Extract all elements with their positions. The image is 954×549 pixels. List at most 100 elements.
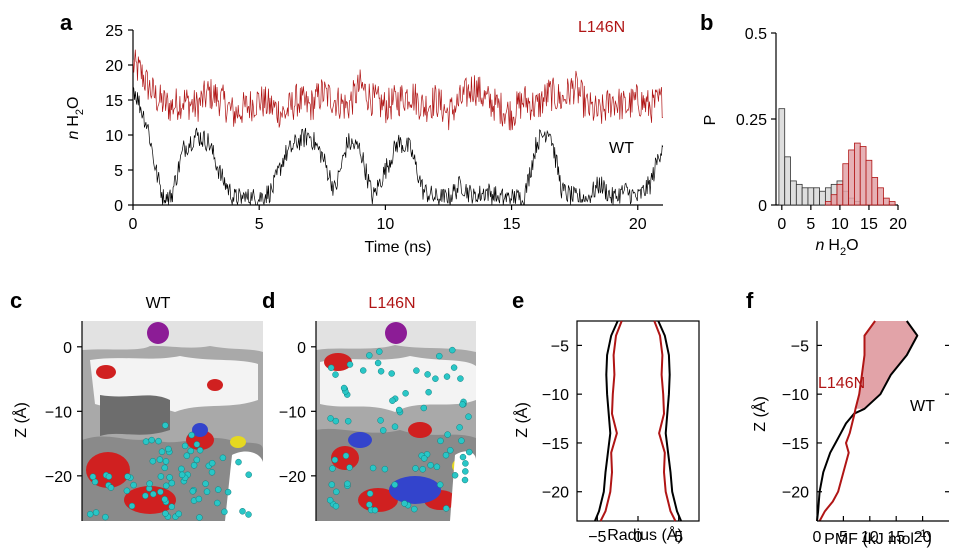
panel-d-water-dot — [462, 468, 469, 475]
panel-f-pmf-chart: 0 5 10 15 20 −5 −10 −15 −20 — [782, 320, 949, 546]
panel-d-water-dot — [379, 427, 387, 434]
panel-d-water-dot — [461, 476, 469, 484]
panel-b-l146n-bar — [877, 187, 884, 206]
panel-d-water-dot — [425, 388, 432, 396]
panel-c-water-dot — [157, 488, 164, 496]
panel-d-water-dot — [326, 496, 334, 504]
panel-d-water-dot — [344, 480, 351, 488]
panel-d-water-dot — [331, 456, 339, 464]
panel-d-water-dot — [427, 461, 434, 469]
panel-a-legend-l146n: L146N — [578, 19, 625, 36]
panel-c-water-dot — [162, 510, 169, 517]
panel-c-water-dot — [161, 464, 168, 472]
panel-a-series-l146n-line — [133, 49, 663, 131]
panel-c-water-dot — [183, 452, 191, 459]
panel-b-xtick-label: 0 — [777, 216, 786, 233]
panel-d-water-dot — [359, 367, 367, 374]
panel-d-water-dot — [436, 352, 443, 360]
panel-c-water-dot — [208, 459, 216, 467]
panel-a-xtick-label: 20 — [629, 216, 647, 233]
panel-f-xtick-label: 0 — [813, 529, 822, 546]
panel-d-water-dot — [466, 448, 473, 456]
panel-a-xtick-label: 0 — [129, 216, 138, 233]
panel-d-water-dot — [432, 375, 439, 382]
panel-b-ytick-label: 0.25 — [736, 112, 767, 129]
panel-e-wt-left-wall — [593, 320, 619, 522]
panel-d-water-dot — [333, 488, 340, 496]
panel-e-radius-chart: −5 0 5 −5 −10 −15 −20 — [542, 320, 700, 546]
panel-c-water-dot — [190, 462, 198, 469]
panel-c-water-dot — [239, 508, 246, 515]
panel-d-water-dot — [442, 451, 450, 459]
panel-e-l146n-left-wall — [599, 320, 623, 522]
panel-d-water-dot — [344, 417, 352, 425]
panel-e-ylabel: Z (Å) — [512, 402, 531, 438]
panel-b-l146n-bar — [848, 149, 855, 206]
panel-d-water-dot — [395, 406, 403, 414]
panel-c-water-dot — [148, 436, 155, 444]
panel-d-water-dot — [366, 501, 373, 508]
panel-d-label: d — [262, 288, 275, 313]
panel-c-water-dot — [166, 474, 173, 481]
panel-d-ion-ball — [385, 322, 407, 344]
panel-b-wt-bar — [819, 190, 826, 206]
panel-c-water-dot — [193, 456, 201, 464]
svg-text:nH2O: nH2O — [65, 96, 86, 139]
panel-d-water-dot — [450, 364, 458, 371]
panel-c-water-dot — [128, 502, 136, 510]
panel-f-legend-l146n: L146N — [818, 375, 865, 392]
panel-b-l146n-bar — [842, 163, 850, 206]
panel-c-wt-surface-image — [82, 321, 263, 521]
panel-d-water-dot — [381, 465, 389, 473]
panel-a-ylabel: nH2O — [65, 96, 86, 139]
panel-b-wt-bar — [778, 108, 786, 206]
panel-a-timeseries-chart: 0 5 10 15 20 0 5 10 15 20 25 — [105, 23, 663, 233]
panel-c-water-dot — [187, 447, 195, 455]
panel-c-water-dot — [124, 473, 131, 480]
panel-e-xlabel: Radius (Å) — [607, 525, 683, 544]
panel-c-water-dot — [193, 441, 201, 448]
panel-a-ytick-label: 15 — [105, 93, 123, 110]
panel-b-wt-bar — [813, 187, 820, 206]
panel-a-ytick-label: 25 — [105, 23, 123, 40]
panel-c-water-dot — [92, 509, 100, 516]
panel-b-l146n-bar — [865, 159, 873, 206]
panel-d-water-dot — [442, 505, 450, 512]
panel-c-water-dot — [107, 484, 115, 491]
panel-b-l146n-bar — [824, 201, 832, 206]
panel-b-l146n-bar — [830, 194, 838, 206]
panel-b-ylabel: P — [702, 115, 719, 126]
panel-d-water-dot — [451, 472, 459, 479]
panel-d-water-dot — [388, 370, 395, 377]
panel-d-water-dot — [456, 424, 463, 431]
panel-a-ytick-label: 10 — [105, 128, 123, 145]
panel-c-water-dot — [245, 471, 252, 478]
panel-d-water-dot — [340, 384, 348, 392]
panel-d-ytick-label: −20 — [279, 469, 306, 486]
panel-b-xlabel: n H2O — [815, 237, 858, 258]
panel-a-ytick-label: 20 — [105, 58, 123, 75]
panel-d-water-dot — [412, 465, 419, 472]
panel-c-water-dot — [202, 480, 209, 487]
panel-e-xtick-label: 5 — [674, 529, 683, 546]
panel-d-ytick-label: −10 — [279, 404, 306, 421]
panel-c-water-dot — [189, 488, 197, 495]
panel-b-xtick-label: 10 — [831, 216, 849, 233]
panel-d-water-dot — [374, 359, 382, 367]
panel-d-water-dot — [332, 371, 339, 378]
panel-d-water-dot — [376, 348, 383, 355]
panel-f-wt-line — [816, 320, 919, 522]
panel-c-water-dot — [224, 488, 232, 496]
panel-b-l146n-bar — [888, 201, 896, 206]
panel-f-label: f — [746, 288, 754, 313]
panel-a-ytick-label: 0 — [114, 198, 123, 215]
panel-c-water-dot — [162, 458, 170, 465]
panel-e-frame — [576, 320, 700, 522]
panel-f-ytick-label: −20 — [782, 485, 809, 502]
panel-a-xtick-label: 5 — [255, 216, 264, 233]
panel-d-water-dot — [327, 364, 335, 372]
panel-c-water-dot — [156, 456, 164, 463]
panel-b-wt-bar — [784, 156, 791, 206]
panel-d-water-dot — [420, 455, 428, 462]
panel-d-water-dot — [342, 452, 350, 460]
